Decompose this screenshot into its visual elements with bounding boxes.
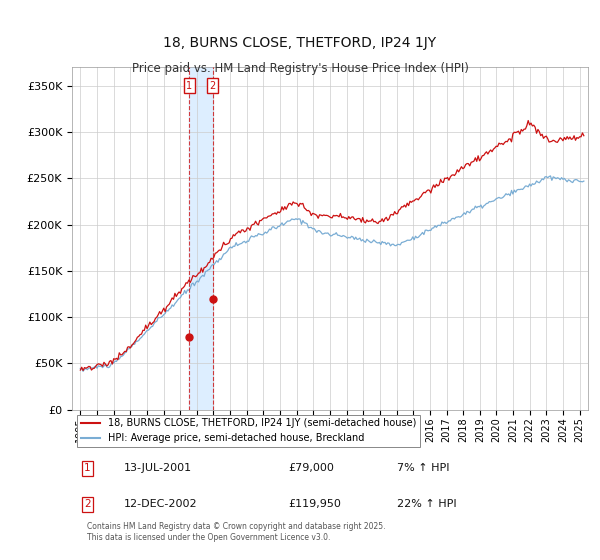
Text: Price paid vs. HM Land Registry's House Price Index (HPI): Price paid vs. HM Land Registry's House … [131,62,469,74]
Text: 1: 1 [186,81,192,91]
Text: £119,950: £119,950 [289,500,341,509]
Text: 7% ↑ HPI: 7% ↑ HPI [397,463,449,473]
Legend: 18, BURNS CLOSE, THETFORD, IP24 1JY (semi-detached house), HPI: Average price, s: 18, BURNS CLOSE, THETFORD, IP24 1JY (sem… [77,414,420,447]
Text: 18, BURNS CLOSE, THETFORD, IP24 1JY: 18, BURNS CLOSE, THETFORD, IP24 1JY [163,36,437,50]
Text: 13-JUL-2001: 13-JUL-2001 [124,463,192,473]
Text: Contains HM Land Registry data © Crown copyright and database right 2025.
This d: Contains HM Land Registry data © Crown c… [88,522,386,542]
Text: 12-DEC-2002: 12-DEC-2002 [124,500,197,509]
Text: £79,000: £79,000 [289,463,335,473]
Bar [189,67,212,410]
Text: 22% ↑ HPI: 22% ↑ HPI [397,500,457,509]
Text: 2: 2 [84,500,91,509]
Text: 2: 2 [209,81,216,91]
Text: 1: 1 [84,463,91,473]
